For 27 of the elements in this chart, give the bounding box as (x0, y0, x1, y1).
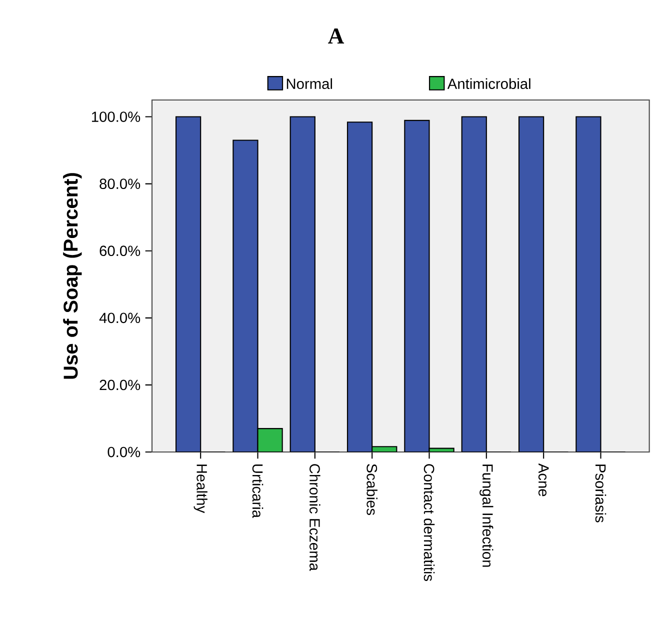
y-tick-label: 40.0% (99, 312, 140, 324)
y-axis-title: Use of Soap (Percent) (63, 173, 82, 379)
x-tick-label: Scabies (366, 464, 378, 516)
y-tick-label: 100.0% (92, 112, 140, 122)
bar (404, 120, 430, 452)
bar (258, 428, 282, 452)
bar (462, 116, 486, 452)
legend-label: Normal (286, 78, 332, 90)
chart-title: A (328, 28, 344, 44)
bar (576, 116, 602, 452)
x-tick-label: Chronic Eczema (310, 464, 320, 571)
legend-label: Antimicrobial (447, 78, 530, 90)
y-tick-label: 0.0% (108, 446, 140, 458)
x-tick-label: Fungal Infection (480, 464, 494, 567)
bar (348, 122, 372, 452)
y-tick-label: 80.0% (100, 178, 140, 190)
x-tick-label: Contact dermatitis (424, 464, 435, 582)
y-tick-label: 60.0% (100, 246, 140, 256)
x-tick-label: Acne (538, 463, 549, 496)
x-tick-label: Urticaria (252, 464, 264, 518)
bar (290, 116, 315, 452)
x-tick-label: Psoriasis (595, 464, 606, 522)
bar (518, 116, 544, 452)
bar (233, 140, 258, 452)
bar (176, 116, 201, 452)
y-tick-label: 20.0% (100, 380, 140, 390)
x-tick-label: Healthy (194, 464, 208, 514)
